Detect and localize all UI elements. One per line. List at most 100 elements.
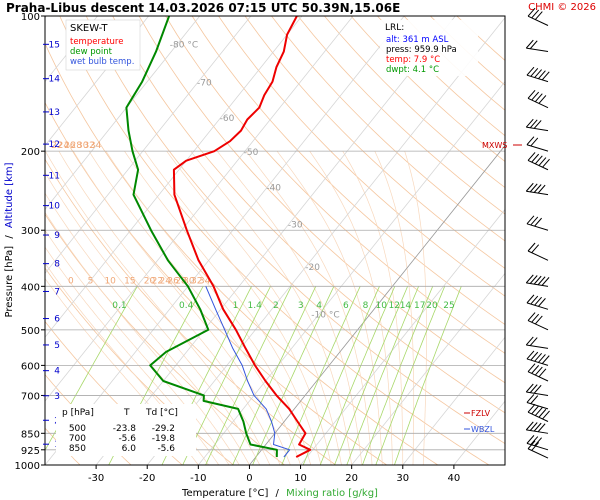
lrl-press: press: 959.9 hPa xyxy=(386,45,457,55)
x-axis-title-temp: Temperature [°C] xyxy=(181,488,268,499)
wind-barb-flag xyxy=(542,158,550,168)
chart-title: Praha-Libus descent 14.03.2026 07:15 UTC… xyxy=(6,1,400,15)
altitude-tick-label: 9 xyxy=(54,231,60,241)
pressure-tick-label: 200 xyxy=(21,147,40,158)
wind-barb-flag xyxy=(538,298,546,307)
mixing-ratio-label: 4 xyxy=(316,301,322,311)
wind-barb-icon xyxy=(526,294,549,310)
wind-barb-flag xyxy=(531,313,540,323)
adiabat-label: 28 xyxy=(175,276,187,286)
altitude-tick-label: 15 xyxy=(49,40,60,50)
wind-barb-flag xyxy=(531,153,540,163)
wind-barb-flag xyxy=(530,351,539,361)
adiabat-label: 32 xyxy=(191,276,202,286)
wind-barb-flag xyxy=(538,157,547,166)
wind-barb-flag xyxy=(531,442,540,451)
dry-adiabat-line xyxy=(271,16,505,242)
adiabat-label: 34 xyxy=(90,141,102,151)
isotherm-line xyxy=(45,16,149,147)
isotherm-line xyxy=(146,17,505,465)
altitude-tick-label: 6 xyxy=(54,315,60,325)
wind-barb-icon xyxy=(525,336,549,349)
wind-barb-flag xyxy=(529,183,538,193)
wind-barb-icon xyxy=(527,242,549,261)
wbzl-marker: WBZL xyxy=(464,425,495,434)
grid-layer xyxy=(45,16,505,465)
adiabat-label: 32 xyxy=(83,141,94,151)
wind-barb-icon xyxy=(526,215,549,231)
wind-barb-staff xyxy=(526,401,549,410)
dew-point-line xyxy=(125,16,278,458)
wind-barb-flag xyxy=(531,9,540,19)
isotherm-line xyxy=(198,81,505,465)
table-cell-td: -5.6 xyxy=(157,444,175,454)
table-cell-p: 850 xyxy=(69,444,86,454)
isotherm-label: -20 xyxy=(305,263,320,273)
mixing-ratio-label: 0.1 xyxy=(112,301,126,311)
wind-barb-flag xyxy=(525,383,534,393)
wind-barb-staff xyxy=(526,302,549,310)
wind-barb-flag xyxy=(529,119,538,129)
adiabat-label: 15 xyxy=(124,276,135,286)
wind-barb-flag xyxy=(529,40,538,50)
mixing-ratio-label: 0.4 xyxy=(179,301,194,311)
wind-barb-flag xyxy=(534,407,543,416)
pressure-tick-label: 600 xyxy=(21,361,40,372)
wind-barb-flag xyxy=(526,294,535,304)
wind-barb-flag xyxy=(534,155,543,165)
wind-barb-flag xyxy=(529,337,538,346)
wind-barb-flag xyxy=(534,366,543,376)
isotherm-line xyxy=(351,272,505,465)
pressure-tick-label: 1000 xyxy=(15,461,40,472)
table-cell-t: -5.6 xyxy=(118,434,136,444)
wind-barb-flag xyxy=(525,118,534,128)
adiabat-label: 22 xyxy=(152,276,163,286)
wind-barb-icon xyxy=(527,90,549,109)
isotherm-line xyxy=(45,16,405,465)
isotherm-line xyxy=(45,16,354,402)
level-table-bg xyxy=(56,404,196,456)
wind-barb-flag xyxy=(534,69,542,78)
adiabat-label: 30 xyxy=(77,141,89,151)
isotherm-line xyxy=(249,144,505,465)
mixing-ratio-label: 8 xyxy=(363,301,369,311)
wind-barb-icon xyxy=(525,274,550,287)
wind-barb-icon xyxy=(527,363,549,382)
wind-barb-icon xyxy=(527,152,550,171)
wind-barb-icon xyxy=(526,66,550,83)
isotherm-line xyxy=(45,16,252,274)
dry-adiabat-line xyxy=(191,16,505,325)
wind-barb-flag xyxy=(538,354,546,363)
wind-barb-staff xyxy=(526,442,549,451)
adiabat-label: 26 xyxy=(167,276,179,286)
wind-barb-flag xyxy=(526,394,535,403)
table-cell-td: -19.8 xyxy=(152,434,176,444)
wind-barb-staff xyxy=(526,344,549,349)
wet-bulb-line xyxy=(205,286,291,458)
wind-barb-flag xyxy=(538,95,547,104)
legend-item-dew-point: dew point xyxy=(70,47,113,57)
wind-barb-icon xyxy=(526,350,550,366)
wind-barb-icon xyxy=(526,136,549,152)
y-axis-title: Pressure [hPa] / Altitude [km] xyxy=(4,162,15,317)
wind-barb-flag xyxy=(531,244,540,254)
legend-item-temperature: temperature xyxy=(70,37,123,47)
wind-barb-flag xyxy=(529,422,538,431)
wind-barb-flag xyxy=(541,277,550,286)
adiabat-label: 5 xyxy=(88,276,94,286)
wind-barb-flag xyxy=(530,395,539,404)
wind-barb-icon xyxy=(525,182,549,196)
altitude-tick-label: 5 xyxy=(54,341,60,351)
x-tick-label: 10 xyxy=(294,473,307,484)
wind-barb-staff xyxy=(527,97,549,109)
dry-adiabat-line xyxy=(138,16,505,384)
lrl-box-bg xyxy=(380,20,478,76)
dry-adiabat-line xyxy=(112,16,505,414)
wind-barb-flag xyxy=(542,410,550,420)
adiabat-label: 10 xyxy=(104,276,116,286)
isotherm-label: -80 °C xyxy=(170,40,198,50)
wind-barb-flag xyxy=(526,435,535,444)
isotherm-label: -50 xyxy=(244,148,259,158)
wind-barb-flag xyxy=(533,120,542,129)
altitude-tick-label: 12 xyxy=(49,140,60,150)
